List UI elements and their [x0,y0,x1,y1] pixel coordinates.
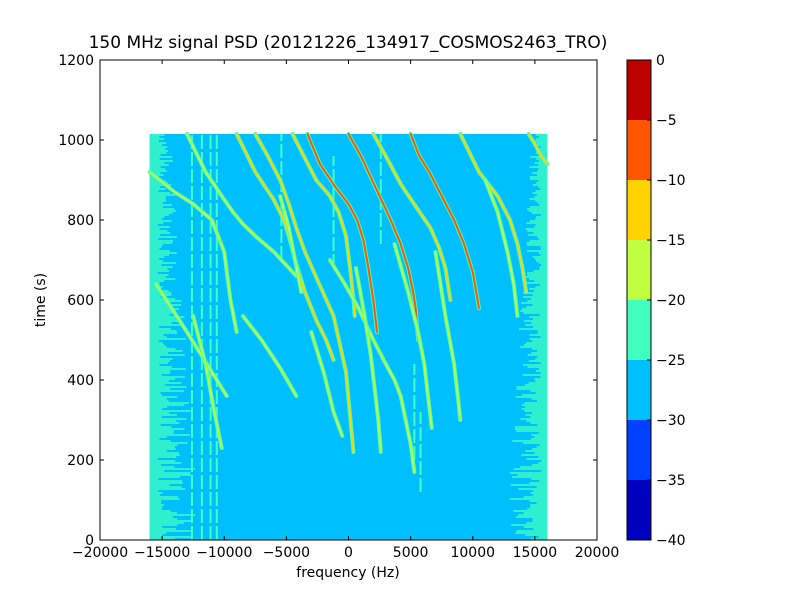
colorbar-tick-label: −40 [656,533,686,549]
trace-19 [240,314,299,398]
colorbar-tick-label: −20 [656,293,686,309]
colorbar-segment [627,240,651,300]
x-tick-label: 5000 [393,545,429,561]
edge-noise-bands [149,134,548,540]
trace-8 [371,132,453,302]
x-tick-label: −10000 [196,545,252,561]
spectrogram-background [149,134,548,540]
colorbar-tick-label: 0 [656,53,665,69]
trace-11 [526,132,550,166]
colorbar-segment [627,120,651,180]
chart-title: 150 MHz signal PSD (20121226_134917_COSM… [89,33,608,53]
x-tick-label: 20000 [575,545,620,561]
y-tick-label: 0 [85,533,94,549]
y-tick-label: 1000 [58,133,94,149]
y-axis-label: time (s) [33,273,49,327]
colorbar-segment [627,420,651,480]
trace-10 [458,132,529,294]
x-tick-label: 0 [344,545,353,561]
trace-9 [408,132,481,310]
colorbar-tick-label: −10 [656,173,686,189]
trace-2 [184,132,299,278]
trace-17 [153,282,229,398]
trace-4 [253,132,356,454]
colorbar-tick-label: −15 [656,233,686,249]
trace-7 [346,132,421,342]
trace-5 [290,132,357,318]
colorbar: −40 −35 −30 −25 −20 −15 −10 −5 0 [626,53,686,549]
x-tick-label: 10000 [450,545,495,561]
colorbar-tick-label: −30 [656,413,686,429]
trace-20 [309,330,345,438]
y-tick-label: 1200 [58,53,94,69]
colorbar-segment [627,60,651,120]
trace-6 [305,132,380,334]
y-tick-label: 600 [67,293,94,309]
trace-21 [278,194,304,294]
y-tick-label: 400 [67,373,94,389]
colorbar-tick-label: −25 [656,353,686,369]
x-tick-label: −15000 [134,545,190,561]
colorbar-tick-label: −5 [656,113,677,129]
trace-13 [353,266,383,454]
trace-1 [147,170,239,334]
plot-area: −20000 −15000 −10000 −5000 0 5000 10000 15000 20… [58,53,619,561]
y-tick-label: 800 [67,213,94,229]
colorbar-segment [627,180,651,240]
trace-15 [433,250,463,422]
colorbar-segment [627,300,651,360]
trace-14 [392,242,434,430]
trace-18 [191,314,224,450]
x-axis-label: frequency (Hz) [296,565,399,581]
x-tick-label: −20000 [72,545,128,561]
colorbar-tick-label: −35 [656,473,686,489]
trace-16 [483,178,520,318]
x-tick-label: 15000 [513,545,558,561]
trace-12 [327,258,417,474]
colorbar-segment [627,360,651,420]
colorbar-segment [627,480,651,540]
x-tick-label: −5000 [263,545,310,561]
y-tick-label: 200 [67,453,94,469]
